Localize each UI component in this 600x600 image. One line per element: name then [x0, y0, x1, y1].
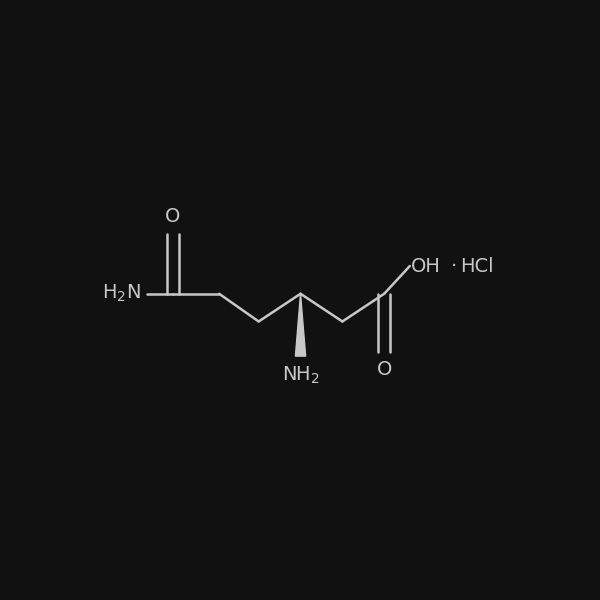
Text: O: O	[377, 359, 392, 379]
Text: O: O	[165, 206, 181, 226]
Text: ·: ·	[451, 257, 457, 275]
Text: H$_2$N: H$_2$N	[102, 283, 141, 304]
Text: OH: OH	[411, 257, 441, 275]
Text: NH$_2$: NH$_2$	[281, 365, 319, 386]
Polygon shape	[295, 294, 305, 356]
Text: HCl: HCl	[460, 257, 494, 275]
